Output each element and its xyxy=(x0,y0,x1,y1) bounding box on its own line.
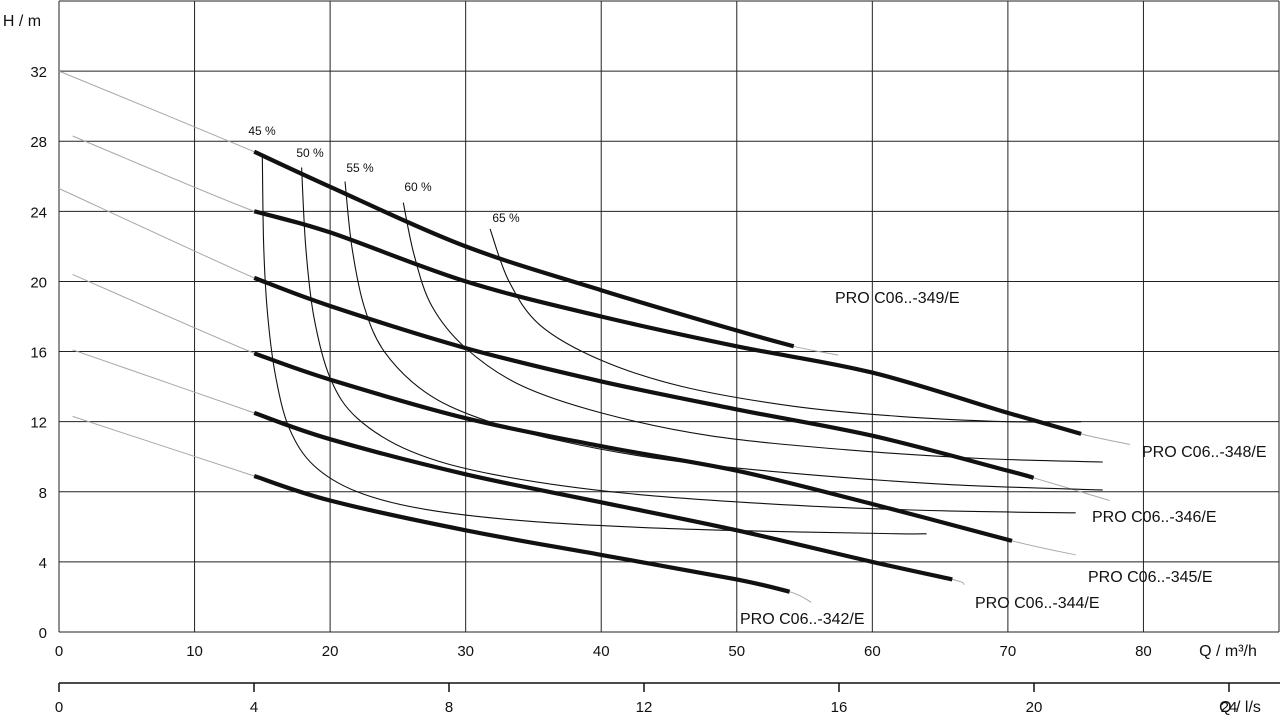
grid xyxy=(58,0,1280,633)
curve-extension xyxy=(72,349,965,586)
labels: PRO C06..-349/E PRO C06..-348/E PRO C06..-… xyxy=(248,124,1266,628)
x2-tick-label: 8 xyxy=(445,699,453,716)
efficiency-label: 55 % xyxy=(346,161,374,175)
x-tick-label: 10 xyxy=(186,643,203,660)
efficiency-curve xyxy=(489,228,1082,423)
x2-tick-label: 4 xyxy=(250,699,258,716)
curve-extension xyxy=(72,273,1076,556)
efficiency-curve xyxy=(402,202,1103,463)
pump-curve xyxy=(253,351,1013,543)
pump-curve xyxy=(253,209,1082,436)
x-tick-label: 0 xyxy=(55,643,63,660)
curve-extension xyxy=(58,70,839,356)
x-tick-label: 40 xyxy=(593,643,610,660)
y-tick-label: 8 xyxy=(39,485,47,502)
y-tick-label: 20 xyxy=(30,274,47,291)
pump-curves xyxy=(253,149,1082,594)
x2-tick-label: 20 xyxy=(1026,699,1043,716)
y-axis-title: H / m xyxy=(3,13,41,30)
y-tick-label: 32 xyxy=(30,64,47,81)
pump-curve-label: PRO C06..-346/E xyxy=(1092,509,1217,526)
pump-curve xyxy=(253,410,953,582)
y-tick-label: 12 xyxy=(30,415,47,432)
x-tick-label: 50 xyxy=(728,643,745,660)
x2-tick-label: 16 xyxy=(831,699,848,716)
pump-curve-label: PRO C06..-344/E xyxy=(975,595,1100,612)
efficiency-label: 45 % xyxy=(248,124,276,138)
pump-curve-label: PRO C06..-348/E xyxy=(1142,444,1267,461)
efficiency-curve xyxy=(344,181,1103,491)
x-tick-label: 20 xyxy=(322,643,339,660)
curve-extensions xyxy=(58,70,1131,603)
efficiency-label: 60 % xyxy=(404,180,432,194)
pump-curve-label: PRO C06..-342/E xyxy=(740,611,865,628)
x-tick-label: 60 xyxy=(864,643,881,660)
x-axis-title: Q / m³/h xyxy=(1199,643,1257,660)
pump-curve xyxy=(253,275,1035,480)
axes: 0 10 20 30 40 50 60 70 80 0 4 8 12 16 20 24 28 32 0 4 8 12 16 2… xyxy=(3,13,1280,716)
efficiency-curve xyxy=(261,155,927,535)
pump-curve xyxy=(253,474,791,594)
y-tick-label: 0 xyxy=(39,625,47,642)
y-tick-label: 28 xyxy=(30,134,47,151)
pump-curve xyxy=(253,149,795,349)
x-tick-label: 80 xyxy=(1135,643,1152,660)
x-tick-label: 70 xyxy=(1000,643,1017,660)
y-tick-label: 24 xyxy=(30,204,47,221)
x-tick-label: 30 xyxy=(457,643,474,660)
x2-tick-label: 12 xyxy=(636,699,653,716)
efficiency-label: 50 % xyxy=(296,146,324,160)
x2-tick-label: 24 xyxy=(1221,699,1238,716)
efficiency-label: 65 % xyxy=(492,211,520,225)
y-tick-label: 16 xyxy=(30,345,47,362)
x2-tick-label: 0 xyxy=(55,699,63,716)
pump-curve-label: PRO C06..-345/E xyxy=(1088,569,1213,586)
x2-axis-title: Q / l/s xyxy=(1219,699,1261,716)
y-tick-label: 4 xyxy=(39,555,47,572)
pump-curve-label: PRO C06..-349/E xyxy=(835,290,960,307)
